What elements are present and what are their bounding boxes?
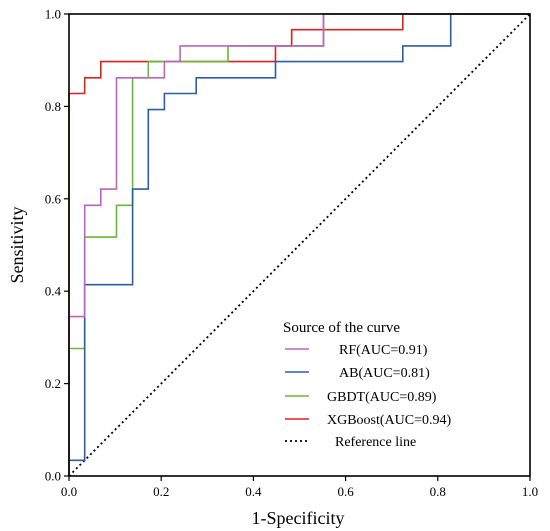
y-tick-label: 0.6: [45, 191, 62, 206]
legend: Source of the curve RF(AUC=0.91) AB(AUC=0…: [283, 320, 452, 450]
plot-frame: [68, 13, 531, 477]
curve-rf-auc-0-91: [68, 13, 530, 476]
x-tick-label: 0.2: [153, 484, 169, 499]
y-tick-label: 0.8: [45, 99, 61, 114]
x-axis-ticks: 0.0 0.2 0.4 0.6 0.8 1.0: [61, 476, 538, 499]
legend-items: RF(AUC=0.91) AB(AUC=0.81) GBDT(AUC=0.89) XG…: [285, 343, 452, 450]
x-tick-label: 0.8: [430, 484, 446, 499]
roc-curves: [68, 13, 531, 477]
legend-label-gbdt-auc-0-89: GBDT(AUC=0.89): [327, 390, 437, 405]
legend-label-xgboost-auc-0-94: XGBoost(AUC=0.94): [327, 413, 452, 428]
x-tick-label: 0.0: [61, 484, 77, 499]
legend-title: Source of the curve: [283, 320, 400, 336]
x-tick-label: 0.4: [245, 484, 262, 499]
y-axis-title: Sensitivity: [7, 206, 27, 283]
legend-label-rf-auc-0-91: RF(AUC=0.91): [339, 343, 428, 358]
y-tick-label: 0.2: [45, 376, 61, 391]
x-axis-title: 1-Specificity: [252, 508, 345, 528]
y-tick-label: 0.4: [45, 284, 62, 299]
legend-label-ab-auc-0-81: AB(AUC=0.81): [339, 366, 430, 381]
y-tick-label: 0.0: [45, 469, 61, 484]
x-tick-label: 0.6: [337, 484, 354, 499]
y-axis-ticks: 0.0 0.2 0.4 0.6 0.8 1.0: [45, 7, 69, 484]
x-tick-label: 1.0: [522, 484, 538, 499]
legend-label-reference-line: Reference line: [335, 435, 416, 450]
y-tick-label: 1.0: [45, 7, 61, 22]
curve-reference-line: [68, 13, 531, 477]
